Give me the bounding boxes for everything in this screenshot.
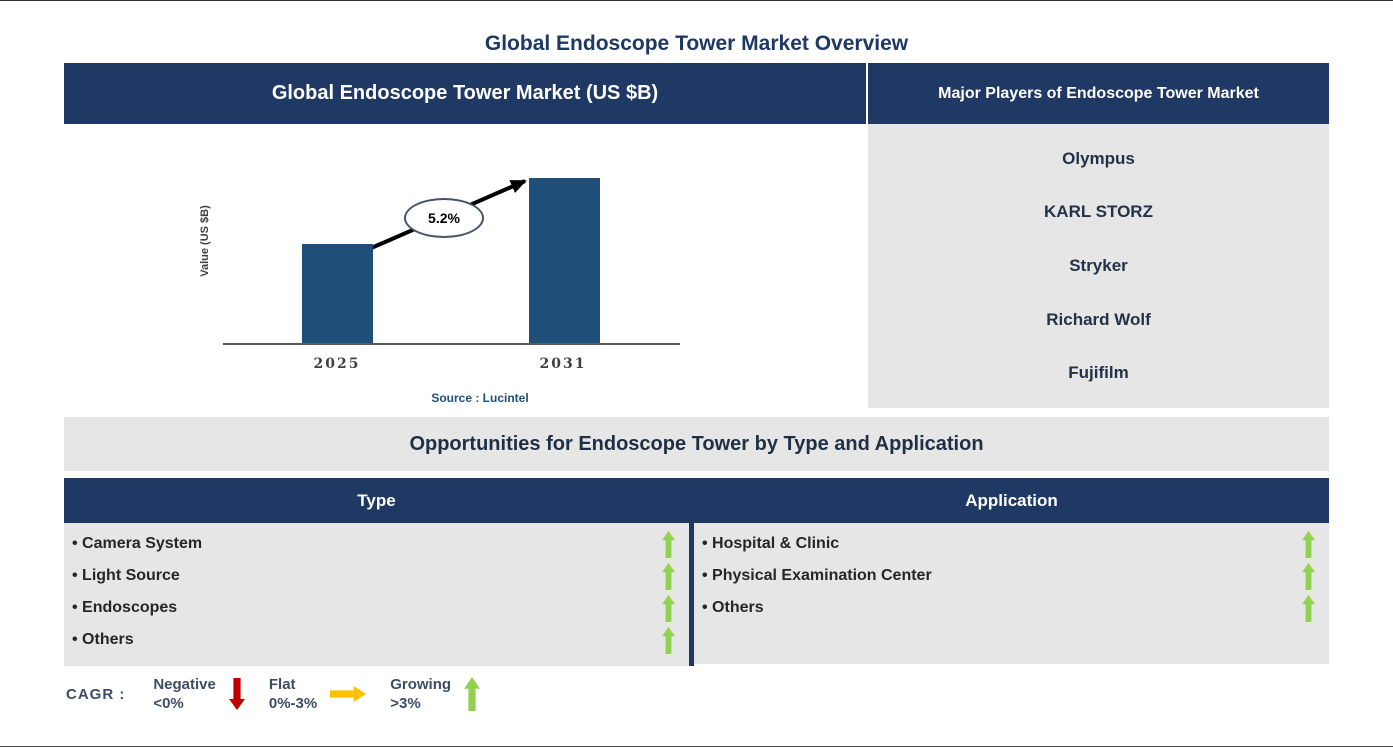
list-item-label: • Endoscopes: [72, 599, 178, 616]
list-item: • Camera System: [72, 528, 675, 560]
major-players-list: Olympus KARL STORZ Stryker Richard Wolf Fuji…: [868, 124, 1329, 408]
list-item: • Others: [72, 624, 675, 656]
list-item-label: • Others: [72, 631, 134, 648]
player-name: Stryker: [1069, 255, 1128, 275]
cagr-annotation: 5.2%: [404, 198, 484, 238]
up-arrow-icon: [662, 530, 675, 558]
up-arrow-icon: [1302, 562, 1315, 590]
trend-arrow-icon: [368, 179, 527, 251]
application-panel: Application • Hospital & Clinic • Physica…: [694, 478, 1329, 664]
up-arrow-icon: [1302, 530, 1315, 558]
up-arrow-icon: [662, 594, 675, 622]
bar-2031: [529, 178, 600, 344]
legend-entry-label: Growing: [390, 676, 452, 693]
x-tick-2025: 2025: [313, 356, 361, 372]
player-name: Richard Wolf: [1046, 309, 1151, 329]
major-players-panel: Major Players of Endoscope Tower Market …: [868, 63, 1329, 408]
page-title: Global Endoscope Tower Market Overview: [484, 32, 909, 55]
list-item: • Others: [702, 592, 1315, 624]
application-list: • Hospital & Clinic • Physical Examinatio…: [694, 523, 1329, 664]
list-item: • Physical Examination Center: [702, 560, 1315, 592]
legend-entry-range: <0%: [153, 695, 184, 712]
right-arrow-icon: [330, 686, 367, 702]
legend-entry-text: Negative <0%: [153, 675, 216, 713]
list-item-label: • Hospital & Clinic: [702, 535, 840, 552]
legend-entry-text: Growing >3%: [390, 675, 451, 713]
x-axis-line: [223, 343, 680, 345]
legend-entry-flat: Flat 0%-3%: [269, 675, 367, 713]
cagr-legend: CAGR : Negative <0% Flat 0%-3% Growing >3%: [66, 675, 504, 713]
legend-entry-label: Negative: [153, 676, 216, 693]
y-axis-label: Value (US $B): [199, 205, 211, 277]
major-players-header: Major Players of Endoscope Tower Market: [868, 63, 1329, 124]
list-item: • Light Source: [72, 560, 675, 592]
player-name: KARL STORZ: [1044, 202, 1153, 222]
list-item: • Endoscopes: [72, 592, 675, 624]
market-chart-header: Global Endoscope Tower Market (US $B): [64, 63, 866, 124]
type-header: Type: [64, 478, 689, 523]
type-panel: Type • Camera System • Light Source • Endo…: [64, 478, 689, 666]
bar-2025: [302, 244, 373, 344]
player-name: Fujifilm: [1068, 363, 1129, 383]
list-item-label: • Others: [702, 599, 764, 616]
legend-entry-range: >3%: [390, 695, 421, 712]
bar-chart: Value (US $B) 5.2% 2025 2031 Source : Lu…: [64, 124, 866, 409]
list-item: • Hospital & Clinic: [702, 528, 1315, 560]
up-arrow-icon: [1302, 594, 1315, 622]
legend-entry-label: Flat: [268, 676, 296, 693]
application-header: Application: [694, 478, 1329, 523]
legend-entry-negative: Negative <0%: [153, 675, 245, 713]
list-item-label: • Camera System: [72, 535, 203, 552]
source-label: Source : Lucintel: [431, 391, 529, 405]
up-arrow-icon: [662, 562, 675, 590]
up-arrow-icon: [464, 677, 481, 711]
opportunities-title: Opportunities for Endoscope Tower by Typ…: [64, 417, 1329, 471]
market-chart-panel: Global Endoscope Tower Market (US $B) Va…: [64, 63, 866, 409]
legend-entry-text: Flat 0%-3%: [269, 675, 317, 713]
x-tick-2031: 2031: [539, 356, 587, 372]
type-list: • Camera System • Light Source • Endoscope…: [64, 523, 689, 666]
cagr-annotation-value: 5.2%: [428, 210, 460, 226]
down-arrow-icon: [228, 678, 245, 710]
cagr-legend-prefix: CAGR :: [66, 685, 126, 703]
legend-entry-range: 0%-3%: [268, 695, 318, 712]
panel-divider: [689, 478, 694, 666]
up-arrow-icon: [662, 626, 675, 654]
player-name: Olympus: [1062, 148, 1135, 168]
legend-entry-growing: Growing >3%: [390, 675, 481, 713]
list-item-label: • Physical Examination Center: [702, 567, 932, 584]
list-item-label: • Light Source: [72, 567, 180, 584]
